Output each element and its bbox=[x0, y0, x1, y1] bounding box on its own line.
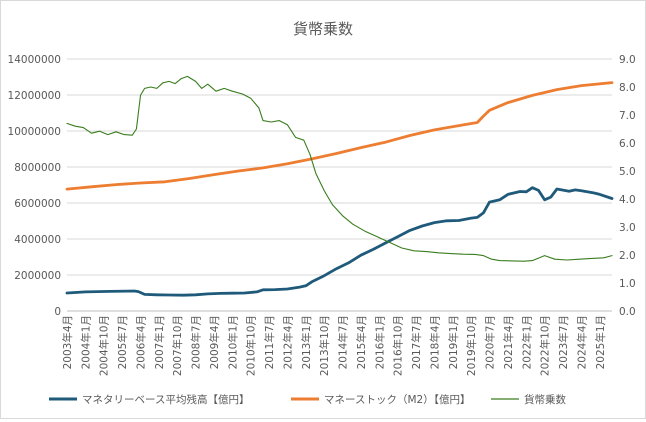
right-tick-label: 1.0 bbox=[619, 278, 636, 290]
right-tick-label: 9.0 bbox=[619, 54, 636, 66]
right-tick-label: 4.0 bbox=[619, 194, 636, 206]
legend: マネタリーベース平均残高【億円】 マネーストック（M2）【億円】 貨幣乗数 bbox=[49, 393, 566, 406]
x-tick-label: 2016年10月 bbox=[392, 315, 405, 376]
right-tick-label: 7.0 bbox=[619, 110, 636, 122]
x-tick-label: 2009年4月 bbox=[208, 315, 221, 369]
x-tick-label: 2017年7月 bbox=[410, 315, 423, 369]
left-tick-label: 14000000 bbox=[8, 54, 61, 66]
x-tick-label: 2020年7月 bbox=[484, 315, 497, 369]
x-axis: 2003年4月 2004年1月 2004年10月 2005年7月 2006年4月 2007… bbox=[61, 310, 612, 376]
right-tick-label: 6.0 bbox=[619, 138, 636, 150]
x-tick-label: 2003年4月 bbox=[61, 315, 74, 369]
left-y-axis: 0 2000000 4000000 6000000 8000000 10000000 120… bbox=[8, 54, 61, 318]
x-tick-label: 2010年10月 bbox=[245, 315, 258, 376]
right-y-axis: 0.0 1.0 2.0 3.0 4.0 5.0 6.0 7.0 8.0 9.0 bbox=[619, 54, 636, 318]
left-tick-label: 4000000 bbox=[14, 234, 61, 246]
x-tick-label: 2019年10月 bbox=[465, 315, 478, 376]
right-tick-label: 8.0 bbox=[619, 82, 636, 94]
left-tick-label: 12000000 bbox=[8, 90, 61, 102]
x-tick-label: 2006年4月 bbox=[134, 315, 147, 369]
x-tick-label: 2024年4月 bbox=[575, 315, 588, 369]
left-tick-label: 8000000 bbox=[14, 162, 61, 174]
left-tick-label: 10000000 bbox=[8, 126, 61, 138]
x-tick-label: 2022年10月 bbox=[539, 315, 552, 376]
x-tick-label: 2013年1月 bbox=[300, 315, 313, 369]
x-tick-label: 2008年7月 bbox=[190, 315, 203, 369]
x-tick-label: 2016年1月 bbox=[373, 315, 386, 369]
x-tick-label: 2015年4月 bbox=[355, 315, 368, 369]
x-tick-label: 2007年10月 bbox=[171, 315, 184, 376]
x-tick-label: 2012年4月 bbox=[281, 315, 294, 369]
x-tick-label: 2010年1月 bbox=[226, 315, 239, 369]
series-lines bbox=[65, 75, 614, 297]
chart-title: 貨幣乗数 bbox=[293, 20, 353, 38]
x-tick-label: 2023年7月 bbox=[557, 315, 570, 369]
x-tick-label: 2004年1月 bbox=[79, 315, 92, 369]
x-tick-label: 2022年1月 bbox=[520, 315, 533, 369]
x-tick-label: 2021年4月 bbox=[502, 315, 515, 369]
x-tick-label: 2011年7月 bbox=[263, 315, 276, 369]
x-tick-label: 2025年1月 bbox=[594, 315, 607, 369]
x-tick-label: 2014年7月 bbox=[337, 315, 350, 369]
legend-label-2: マネーストック（M2）【億円】 bbox=[324, 393, 470, 406]
gridlines bbox=[67, 58, 612, 312]
x-tick-label: 2018年4月 bbox=[428, 315, 441, 369]
left-tick-label: 6000000 bbox=[14, 198, 61, 210]
right-tick-label: 5.0 bbox=[619, 166, 636, 178]
series-line-3 bbox=[66, 75, 613, 262]
right-tick-label: 3.0 bbox=[619, 222, 636, 234]
left-tick-label: 2000000 bbox=[14, 270, 61, 282]
right-tick-label: 0.0 bbox=[619, 306, 636, 318]
x-tick-label: 2004年10月 bbox=[98, 315, 111, 376]
series-line-2 bbox=[65, 81, 614, 191]
legend-label-3: 貨幣乗数 bbox=[524, 393, 566, 406]
x-tick-label: 2019年1月 bbox=[447, 315, 460, 369]
left-tick-label: 0 bbox=[54, 306, 61, 318]
x-tick-label: 2007年1月 bbox=[153, 315, 166, 369]
right-tick-label: 2.0 bbox=[619, 250, 636, 262]
legend-label-1: マネタリーベース平均残高【億円】 bbox=[82, 393, 249, 406]
series-line-1 bbox=[65, 186, 614, 297]
x-tick-label: 2013年10月 bbox=[318, 315, 331, 376]
x-tick-label: 2005年7月 bbox=[116, 315, 129, 369]
